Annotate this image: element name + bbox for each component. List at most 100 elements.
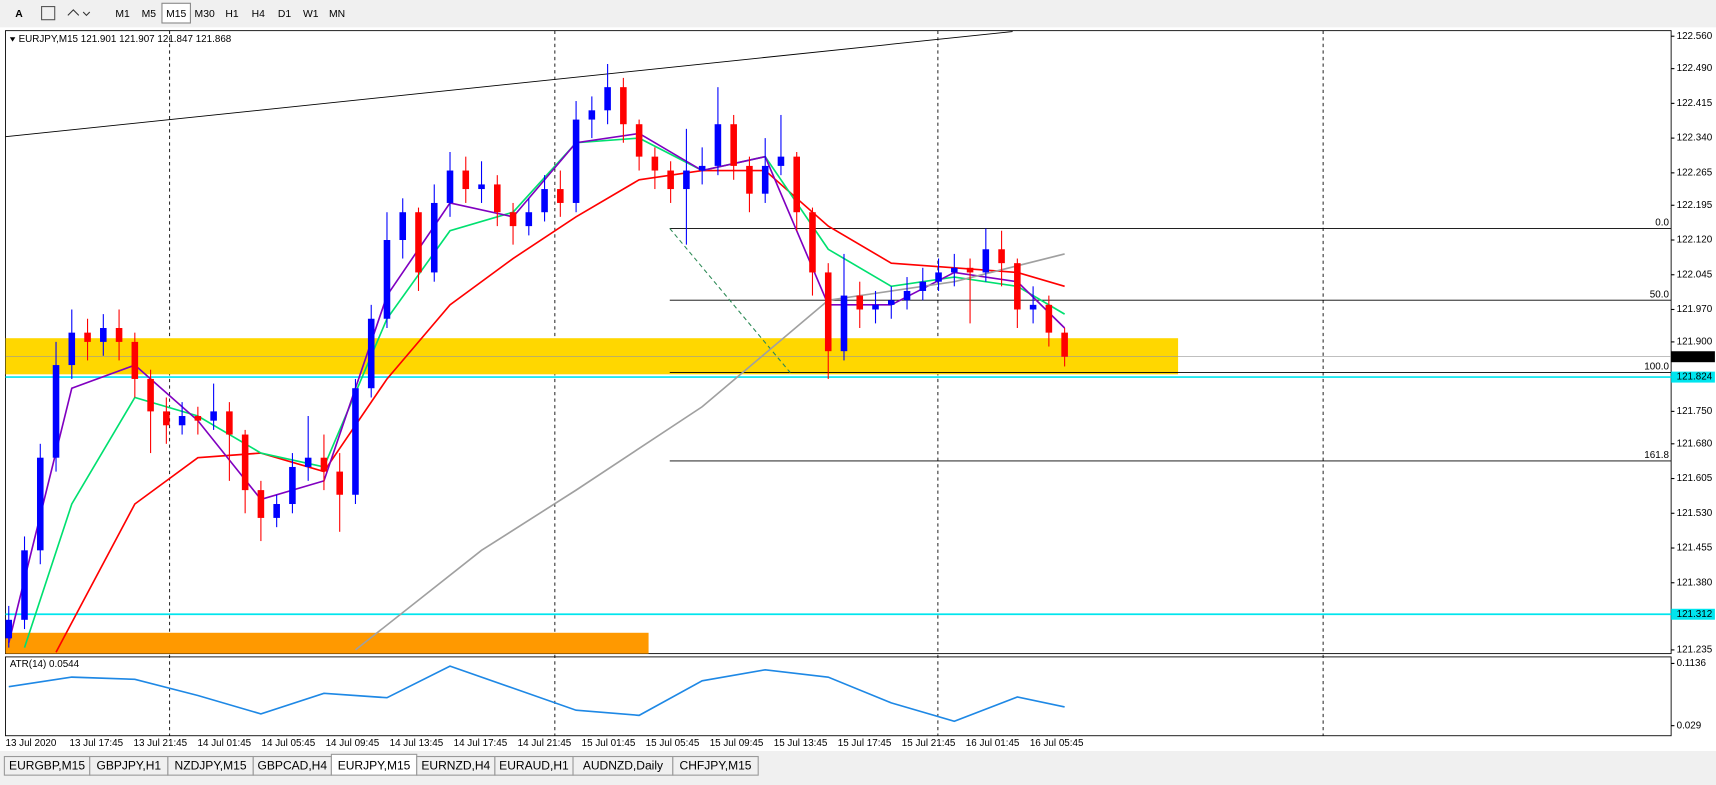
candle-body (100, 328, 107, 342)
y-tick-label: 122.045 (1677, 269, 1713, 280)
toolbar (0, 0, 1716, 28)
candle-body (462, 170, 470, 190)
y-tick-label: 122.415 (1677, 98, 1713, 109)
y-tick-label: 122.560 (1677, 31, 1713, 42)
candle-body (383, 240, 391, 319)
y-tick-label: 121.380 (1677, 577, 1713, 588)
candle-body (982, 249, 990, 273)
tab-label[interactable]: GBPCAD,H4 (258, 759, 328, 773)
active-timeframe (161, 2, 191, 24)
candle-body (635, 124, 643, 157)
x-tick-label: 15 Jul 09:45 (710, 738, 764, 749)
candle-body (1014, 263, 1021, 310)
x-tick-label: 15 Jul 13:45 (774, 738, 828, 749)
candle-body (872, 304, 879, 310)
candle-body (730, 124, 737, 166)
y-tick-label: 122.195 (1677, 200, 1713, 211)
candle-body (887, 300, 895, 305)
current-price-label: 121.868 (1677, 351, 1713, 362)
x-tick-label: 13 Jul 17:45 (69, 738, 123, 749)
candle-body (809, 212, 816, 273)
price-tag-label: 121.312 (1677, 609, 1713, 620)
candle-body (525, 212, 533, 227)
y-tick-label: 122.340 (1677, 133, 1713, 144)
tab-label[interactable]: GBPJPY,H1 (96, 759, 161, 773)
fibo-label: 50.0 (1650, 289, 1670, 300)
drawing-tool[interactable] (67, 9, 91, 17)
trendline (5, 31, 1013, 138)
y-tick-label: 122.490 (1677, 63, 1713, 74)
tab-label[interactable]: AUDNZD,Daily (583, 759, 663, 773)
timeframe-button[interactable]: H4 (252, 9, 265, 20)
candle-body (557, 189, 564, 203)
timeframe-button[interactable]: M5 (142, 9, 157, 20)
atr-line (8, 665, 1065, 723)
tab-label[interactable]: EURAUD,H1 (499, 759, 569, 773)
candle-body (966, 267, 974, 273)
y-tick-label: 121.605 (1677, 473, 1713, 484)
separators (169, 30, 1324, 736)
candle-body (36, 457, 44, 551)
y-tick-label: 122.120 (1677, 235, 1713, 246)
candle-body (746, 165, 753, 194)
candle-body (793, 156, 800, 213)
candle-body (430, 202, 438, 273)
x-tick-label: 14 Jul 09:45 (326, 738, 380, 749)
candle-body (289, 466, 296, 505)
candle-body (509, 212, 517, 227)
candle-body (919, 281, 927, 291)
x-tick-label: 16 Jul 05:45 (1030, 738, 1084, 749)
tab-label[interactable]: CHFJPY,M15 (680, 759, 752, 773)
candle-body (824, 272, 832, 352)
zone (5, 632, 649, 654)
candle-body (5, 619, 13, 639)
candle-body (131, 341, 139, 379)
tab[interactable] (672, 755, 759, 776)
price-tag-label: 121.824 (1677, 372, 1713, 383)
fibo-label: 100.0 (1644, 362, 1669, 373)
collapse-icon[interactable] (9, 37, 16, 42)
tab-label[interactable]: EURNZD,H4 (421, 759, 490, 773)
candle-body (21, 550, 28, 620)
price-tag (1671, 351, 1715, 363)
x-tick-label: 13 Jul 21:45 (134, 738, 188, 749)
candle-body (415, 212, 422, 273)
candle-body (399, 212, 407, 241)
atr-title: ATR(14) 0.0544 (10, 659, 80, 670)
timeframe-button[interactable]: M30 (195, 9, 215, 20)
timeframe-button[interactable]: M1 (115, 9, 130, 20)
candle-body (761, 165, 769, 194)
x-tick-label: 13 Jul 2020 (5, 738, 56, 749)
candle-body (714, 124, 722, 166)
candle-body (1029, 304, 1037, 310)
candle-body (178, 416, 186, 426)
candle-body (163, 411, 170, 426)
timeframe-button[interactable]: M15 (166, 9, 186, 20)
chart-title: EURJPY,M15 121.901 121.907 121.847 121.8… (19, 34, 232, 45)
candle-body (352, 388, 359, 495)
candle-body (84, 332, 91, 342)
candle-body (856, 295, 864, 310)
candle-body (572, 119, 580, 203)
y-tick-label: 121.455 (1677, 543, 1713, 554)
timeframe-button[interactable]: W1 (303, 9, 319, 20)
fibo-label: 161.8 (1644, 450, 1669, 461)
timeframe-button[interactable]: H1 (225, 9, 238, 20)
timeframe-button[interactable]: D1 (278, 9, 291, 20)
y-tick-label: 121.235 (1677, 645, 1713, 656)
y-tick-label: 121.900 (1677, 337, 1713, 348)
tab-label[interactable]: EURJPY,M15 (338, 759, 411, 773)
x-tick-label: 15 Jul 05:45 (646, 738, 700, 749)
text-tool[interactable] (41, 6, 56, 21)
x-tick-label: 14 Jul 05:45 (262, 738, 316, 749)
candle-body (241, 434, 249, 491)
tab-label[interactable]: EURGBP,M15 (9, 759, 85, 773)
timeframe-button[interactable]: MN (329, 9, 345, 20)
candle-body (320, 457, 328, 472)
candle-body (541, 189, 548, 213)
tab-label[interactable]: NZDJPY,M15 (175, 759, 247, 773)
tool-button[interactable]: A (15, 9, 23, 20)
y-tick-label: 121.750 (1677, 406, 1713, 417)
